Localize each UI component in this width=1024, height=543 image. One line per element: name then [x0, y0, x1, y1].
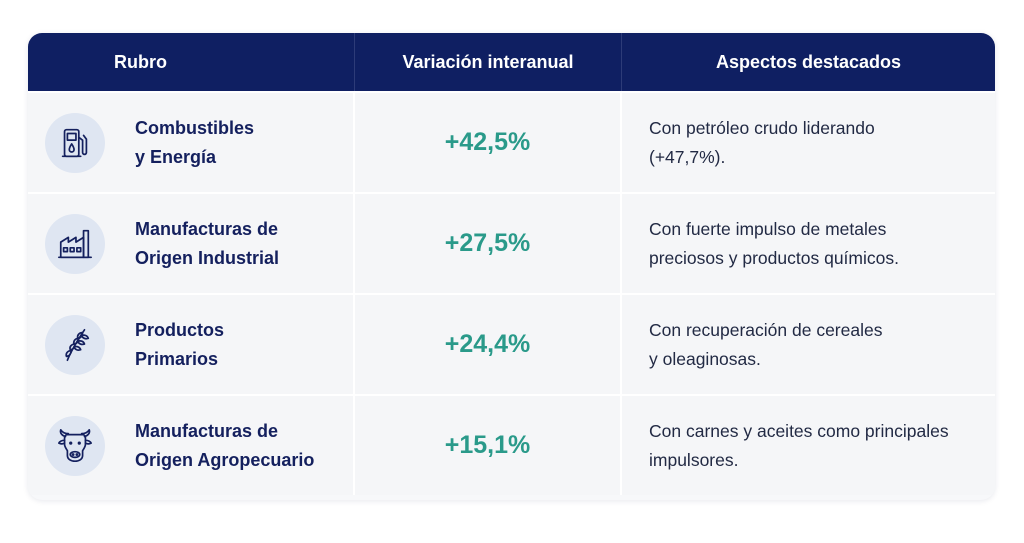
variation-value: +24,4% [444, 330, 531, 358]
header-variacion: Variación interanual [355, 33, 622, 91]
aspects-text: Con carnes y aceites como principales im… [649, 420, 949, 470]
aspects-cell: Con carnes y aceites como principales im… [622, 396, 995, 495]
rubro-cell: Combustibles y Energía [28, 93, 355, 192]
aspects-cell: Con fuerte impulso de metales preciosos … [622, 194, 995, 293]
aspects-text: Con fuerte impulso de metales preciosos … [649, 218, 899, 268]
header-aspectos: Aspectos destacados [715, 51, 902, 72]
factory-icon [45, 213, 105, 274]
variation-cell: +15,1% [355, 396, 622, 495]
variation-cell: +42,5% [355, 93, 622, 192]
variation-value: +42,5% [444, 128, 531, 156]
rubro-label: Manufacturas de Origen Industrial [135, 218, 280, 268]
rubro-label: Productos Primarios [135, 319, 225, 369]
table-row: Combustibles y Energía +42,5% Con petról… [28, 91, 995, 192]
variation-cell: +27,5% [355, 194, 622, 293]
rubro-label: Manufacturas de Origen Agropecuario [135, 420, 315, 470]
aspects-text: Con recuperación de cereales y oleaginos… [649, 319, 883, 369]
table-header: Rubro Variación interanual Aspectos dest… [28, 33, 995, 91]
exports-table: Rubro Variación interanual Aspectos dest… [28, 33, 995, 500]
rubro-cell: Manufacturas de Origen Agropecuario [28, 396, 355, 495]
rubro-label: Combustibles y Energía [135, 117, 255, 167]
rubro-cell: Manufacturas de Origen Industrial [28, 194, 355, 293]
aspects-cell: Con petróleo crudo liderando (+47,7%). [622, 93, 995, 192]
variation-value: +27,5% [444, 229, 531, 257]
table-row: Manufacturas de Origen Agropecuario +15,… [28, 394, 995, 495]
table-row: Manufacturas de Origen Industrial +27,5%… [28, 192, 995, 293]
rubro-cell: Productos Primarios [28, 295, 355, 394]
wheat-icon [45, 314, 105, 375]
aspects-cell: Con recuperación de cereales y oleaginos… [622, 295, 995, 394]
variation-cell: +24,4% [355, 295, 622, 394]
table-row: Productos Primarios +24,4% Con recuperac… [28, 293, 995, 394]
aspects-text: Con petróleo crudo liderando (+47,7%). [649, 117, 875, 167]
variation-value: +15,1% [444, 431, 531, 459]
cow-icon [45, 415, 105, 476]
header-rubro: Rubro [28, 33, 355, 91]
fuel-pump-icon [45, 112, 105, 173]
